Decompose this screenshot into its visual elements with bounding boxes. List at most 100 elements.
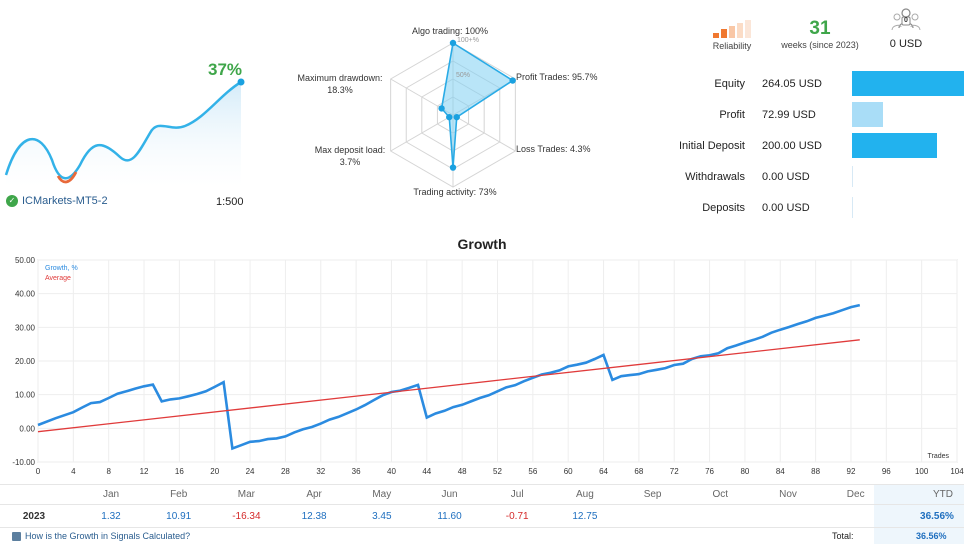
stat-key: Deposits xyxy=(702,201,745,214)
stat-row-withdrawals: Withdrawals 0.00 USD xyxy=(668,161,964,192)
account-stats: Equity 264.05 USD Profit 72.99 USD Initi… xyxy=(668,68,964,223)
x-tick-label: 56 xyxy=(528,467,537,476)
subscribers-count: 0 xyxy=(904,17,908,24)
month-value: 12.38 xyxy=(301,511,327,522)
stat-value: 200.00 USD xyxy=(762,139,822,152)
x-tick-label: 24 xyxy=(246,467,255,476)
radar-point xyxy=(438,105,445,112)
month-value: 1.32 xyxy=(101,511,121,522)
subscribers-block: 0 0 USD xyxy=(884,6,928,50)
growth-percent: 37% xyxy=(208,60,243,79)
year-label: 2023 xyxy=(22,511,46,522)
x-tick-label: 76 xyxy=(705,467,714,476)
stat-value: 72.99 USD xyxy=(762,108,816,121)
radar-spoke xyxy=(452,114,516,152)
mini-area xyxy=(6,82,241,188)
x-tick-label: 68 xyxy=(634,467,643,476)
y-tick-label: 20.00 xyxy=(15,357,36,366)
x-tick-label: 96 xyxy=(882,467,891,476)
month-header: Apr xyxy=(306,489,322,500)
x-tick-label: 100 xyxy=(915,467,929,476)
y-tick-label: 30.00 xyxy=(15,323,36,332)
stat-key: Withdrawals xyxy=(685,170,745,183)
ytd-column-bg xyxy=(874,484,964,544)
total-label: Total: xyxy=(832,531,854,541)
radar-point xyxy=(449,39,457,47)
y-tick-label: 10.00 xyxy=(15,391,36,400)
legend-entry: Average xyxy=(45,275,71,282)
broker-server[interactable]: ✓ ICMarkets-MT5-2 xyxy=(6,195,108,207)
stat-bar-track xyxy=(852,164,964,189)
x-tick-label: 104 xyxy=(950,467,964,476)
mini-growth-chart xyxy=(4,78,245,188)
month-value: 12.75 xyxy=(572,511,598,522)
radar-label-profit: Profit Trades: 95.7% xyxy=(516,72,598,82)
x-tick-label: 20 xyxy=(210,467,219,476)
stat-key: Profit xyxy=(719,108,745,121)
month-header: Jul xyxy=(510,489,524,500)
stat-row-profit: Profit 72.99 USD xyxy=(668,99,964,130)
deposit-load-text: Max deposit load: 3.7% xyxy=(314,145,386,167)
legend-entry: Growth, % xyxy=(45,265,78,272)
x-axis-label: Trades xyxy=(927,453,949,460)
month-header: May xyxy=(372,489,392,500)
weeks-value: 31 xyxy=(809,18,831,39)
month-value: 11.60 xyxy=(437,511,462,522)
x-tick-label: 28 xyxy=(281,467,290,476)
ytd-header: YTD xyxy=(933,489,953,500)
x-tick-label: 80 xyxy=(740,467,749,476)
month-value: 3.45 xyxy=(372,511,392,522)
x-tick-label: 36 xyxy=(352,467,361,476)
radar-chart: Algo trading: 100% Profit Trades: 95.7% … xyxy=(270,0,650,215)
x-tick-label: 32 xyxy=(316,467,325,476)
x-tick-label: 16 xyxy=(175,467,184,476)
y-tick-label: 40.00 xyxy=(15,290,36,299)
broker-name[interactable]: ICMarkets-MT5-2 xyxy=(22,195,108,207)
mini-line xyxy=(4,80,242,180)
month-header: Mar xyxy=(237,489,255,500)
month-value: -16.34 xyxy=(232,511,261,522)
stat-bar xyxy=(852,71,964,96)
stat-bar-track xyxy=(852,195,964,220)
x-tick-label: 52 xyxy=(493,467,502,476)
mini-drawdown-segment xyxy=(56,171,78,184)
leverage: 1:500 xyxy=(216,196,244,208)
radar-point xyxy=(449,164,457,171)
stat-key: Initial Deposit xyxy=(678,139,745,152)
radar-svg xyxy=(390,39,516,188)
month-header: Jun xyxy=(441,489,458,500)
stat-row-equity: Equity 264.05 USD xyxy=(668,68,964,99)
radar-area xyxy=(440,41,515,168)
total-value: 36.56% xyxy=(916,531,947,541)
stat-bar-zero xyxy=(852,197,853,218)
y-tick-label: 0.00 xyxy=(19,424,35,433)
month-header: Dec xyxy=(846,489,865,500)
stat-key: Equity xyxy=(714,77,745,90)
stat-bar-track xyxy=(852,102,964,127)
month-header: Nov xyxy=(779,489,797,500)
x-tick-label: 8 xyxy=(106,467,111,476)
x-tick-label: 44 xyxy=(422,467,431,476)
year-row-2023: 1.32 10.91 -16.34 12.38 3.45 11.60 -0.71 12.75 2… xyxy=(0,504,964,528)
stat-bar-track xyxy=(852,71,964,96)
radar-label-loss: Loss Trades: 4.3% xyxy=(516,144,591,154)
weeks-label: weeks (since 2023) xyxy=(781,40,859,50)
growth-help-link[interactable]: How is the Growth in Signals Calculated? xyxy=(12,531,190,541)
month-header: Sep xyxy=(643,489,662,500)
stat-value: 264.05 USD xyxy=(762,77,822,90)
subscribers-value: 0 USD xyxy=(889,38,923,50)
x-tick-label: 88 xyxy=(811,467,820,476)
month-value: -0.71 xyxy=(505,511,529,522)
month-header: Oct xyxy=(712,489,729,500)
growth-chart: 0 4 8 12 16 20 24 28 32 36 40 44 48 52 56 60 64 68 72 76 80 8… xyxy=(12,256,964,476)
radar-label-algo: Algo trading: 100% xyxy=(411,26,489,36)
y-tick-label: 50.00 xyxy=(15,256,36,265)
reliability[interactable]: Reliability xyxy=(706,20,758,51)
y-tick-label: -10.00 xyxy=(12,458,35,467)
month-value: 10.91 xyxy=(166,511,192,522)
x-tick-label: 92 xyxy=(847,467,856,476)
month-header: Feb xyxy=(170,489,188,500)
radar-label-deposit-load: Max deposit load: 3.7% xyxy=(310,144,390,168)
growth-table: Jan Feb Mar Apr May Jun Jul Aug Sep Oct Nov Dec YTD … xyxy=(0,484,964,544)
growth-help-text[interactable]: How is the Growth in Signals Calculated? xyxy=(25,531,191,541)
